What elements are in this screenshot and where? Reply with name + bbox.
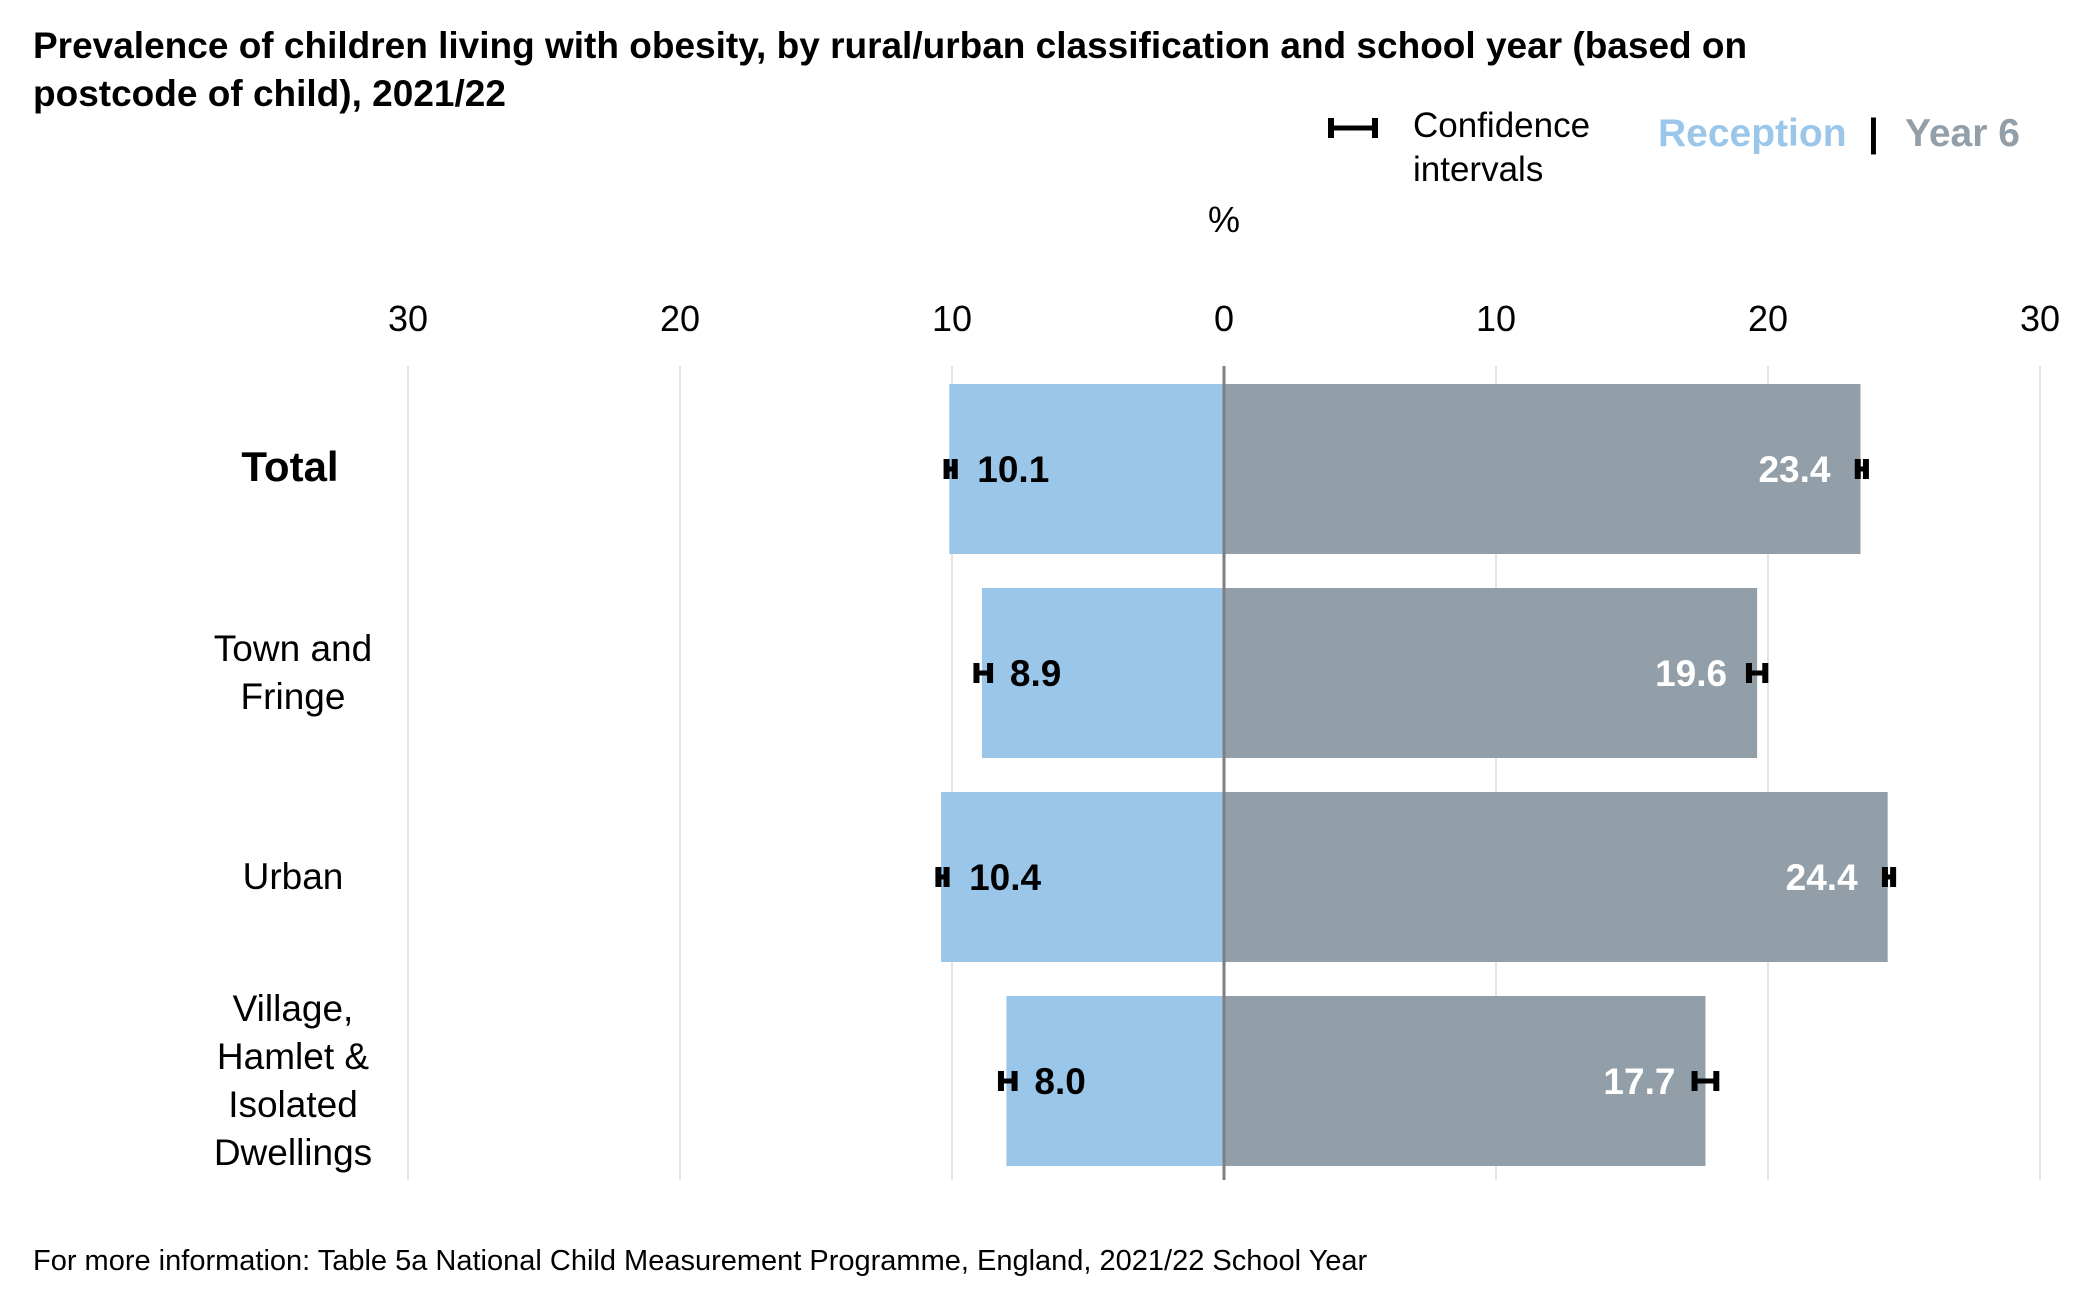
category-label-line: Urban — [243, 856, 344, 897]
confidence-intervals — [935, 459, 1897, 1091]
data-label-year6: 17.7 — [1603, 1061, 1675, 1102]
legend-reception-label: Reception — [1658, 112, 1847, 155]
data-label-reception: 10.4 — [969, 857, 1041, 898]
category-label-line: Isolated — [228, 1084, 358, 1125]
category-label: Urban — [243, 856, 344, 897]
x-tick-labels: 30 20 10 0 10 20 30 — [388, 298, 2060, 339]
x-tick-label: 10 — [932, 298, 972, 339]
category-label-line: Village, — [233, 988, 354, 1029]
axis-unit-label: % — [1208, 199, 1240, 240]
data-label-reception: 10.1 — [977, 449, 1049, 490]
bar-reception — [949, 384, 1224, 554]
bar-year6 — [1224, 588, 1758, 758]
data-label-year6: 24.4 — [1786, 857, 1858, 898]
x-tick-label: 10 — [1476, 298, 1516, 339]
category-label-line: Town and — [214, 628, 372, 669]
chart-title-line1: Prevalence of children living with obesi… — [33, 25, 1747, 66]
ci-whisker — [1745, 663, 1769, 683]
category-label-line: Hamlet & — [217, 1036, 369, 1077]
category-label-line: Total — [241, 443, 338, 490]
category-label-line: Dwellings — [214, 1132, 372, 1173]
x-tick-label: 30 — [2020, 298, 2060, 339]
chart-title-line2: postcode of child), 2021/22 — [33, 73, 506, 114]
data-label-reception: 8.0 — [1034, 1061, 1085, 1102]
bar-year6 — [1224, 996, 1706, 1166]
ci-whisker — [935, 867, 950, 887]
legend-separator: | — [1868, 112, 1879, 155]
category-label: Town and Fringe — [214, 628, 372, 717]
bar-reception — [941, 792, 1224, 962]
ci-whisker — [973, 663, 994, 683]
legend: Confidence intervals Reception | Year 6 — [1328, 106, 2020, 189]
bar-reception — [1006, 996, 1224, 1166]
ci-whisker — [997, 1071, 1018, 1091]
legend-ci-label-line2: intervals — [1413, 150, 1543, 189]
x-tick-label: 20 — [1748, 298, 1788, 339]
data-label-reception: 8.9 — [1010, 653, 1061, 694]
category-label: Village, Hamlet & Isolated Dwellings — [214, 988, 372, 1173]
legend-ci-icon — [1328, 118, 1378, 138]
footer-note: For more information: Table 5a National … — [33, 1245, 1368, 1277]
category-label: Total — [241, 443, 338, 490]
ci-whisker — [1881, 867, 1897, 887]
data-labels: 10.1 23.4 8.9 19.6 10.4 24.4 8.0 17.7 — [969, 449, 1858, 1102]
category-label-line: Fringe — [241, 676, 346, 717]
ci-whisker — [943, 459, 958, 479]
ci-whisker — [1691, 1071, 1720, 1091]
x-tick-label: 0 — [1214, 298, 1234, 339]
bar-reception — [981, 588, 1224, 758]
bars — [941, 384, 1888, 1166]
bar-year6 — [1224, 384, 1861, 554]
data-label-year6: 19.6 — [1655, 653, 1727, 694]
legend-ci-label-line1: Confidence — [1413, 106, 1590, 145]
x-tick-label: 30 — [388, 298, 428, 339]
category-labels: Total Town and Fringe Urban Village, Hamlet &… — [214, 443, 372, 1173]
bar-year6 — [1224, 792, 1888, 962]
x-tick-label: 20 — [660, 298, 700, 339]
ci-whisker — [1854, 459, 1869, 479]
legend-year6-label: Year 6 — [1905, 112, 2020, 155]
data-label-year6: 23.4 — [1758, 449, 1830, 490]
